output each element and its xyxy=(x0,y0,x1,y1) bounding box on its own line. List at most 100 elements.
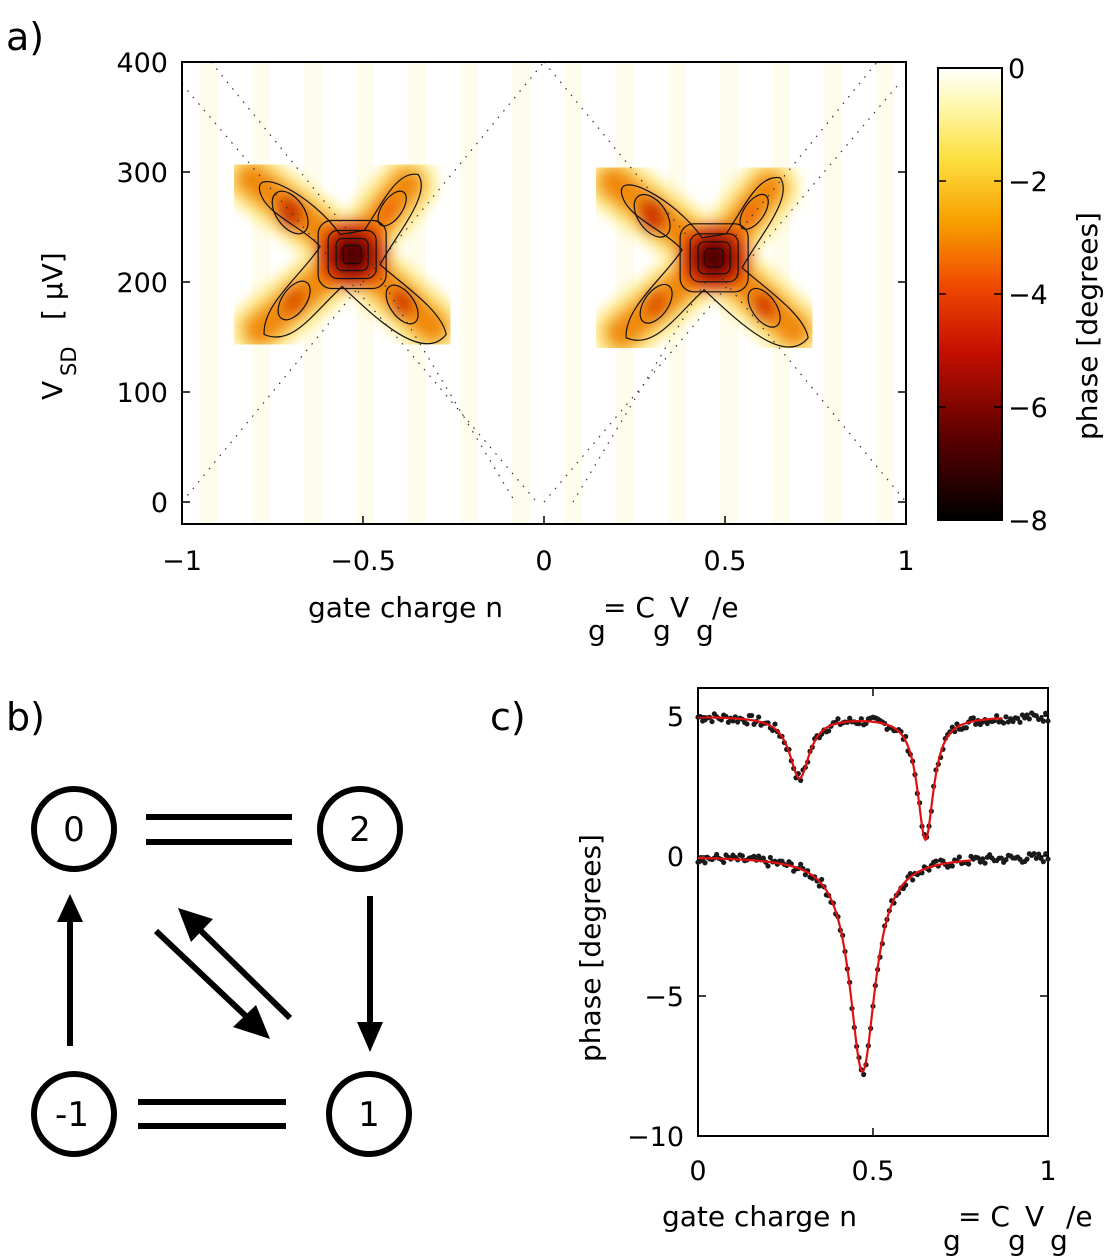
cb-tick-label: −6 xyxy=(1008,393,1048,424)
c-data-point xyxy=(975,855,981,861)
x-contour-arm xyxy=(277,280,311,321)
x-contour-arm xyxy=(377,190,407,227)
heatmap-stripe xyxy=(460,62,478,524)
cb-tick-label: −2 xyxy=(1008,167,1048,198)
a-ytick-label: 400 xyxy=(116,48,168,79)
c-data-point xyxy=(998,855,1004,861)
panel-c-frame xyxy=(697,687,1049,1137)
c-fit-line xyxy=(697,716,1003,842)
c-data-point xyxy=(802,872,808,878)
c-data-point xyxy=(1010,718,1016,725)
c-data-point xyxy=(744,721,750,727)
node-2-label: 2 xyxy=(349,810,371,850)
x-contour-core xyxy=(679,223,749,293)
panel-a-xlabel-sub3: g xyxy=(696,614,714,647)
c-data-point xyxy=(798,861,804,867)
x-contour-arm xyxy=(385,284,419,325)
arrowhead-diag-down-icon xyxy=(233,1005,270,1039)
c-data-point xyxy=(982,860,988,866)
panel-b-label: b) xyxy=(6,695,45,739)
node-minus1 xyxy=(31,1071,117,1157)
panel-a-xlabel-sub2: g xyxy=(653,614,671,647)
panel-c-xlabel-main: gate charge n xyxy=(662,1200,857,1233)
x-core-inner xyxy=(700,243,729,272)
panel-c-xlabel-sub1: g xyxy=(943,1224,961,1257)
c-data-point xyxy=(1043,710,1049,716)
a-ytick-label: 0 xyxy=(151,488,168,519)
arrowhead-up-icon xyxy=(57,894,83,922)
c-data-point xyxy=(721,859,727,866)
x-contour-arm xyxy=(747,287,781,328)
x-hotspot xyxy=(644,288,669,320)
heatmap-area xyxy=(182,62,906,524)
c-data-point xyxy=(910,877,916,883)
c-data-point xyxy=(816,883,822,889)
c-data-point xyxy=(735,719,741,725)
c-data-point xyxy=(956,854,962,860)
x-hotspot xyxy=(390,286,415,319)
arrowhead-diag-up-icon xyxy=(178,908,213,942)
heatmap-stripe xyxy=(876,62,894,524)
x-contour-arm xyxy=(633,193,671,238)
x-hotspot xyxy=(282,284,307,317)
panel-c-xlabel-v: V xyxy=(1025,1200,1044,1233)
c-data-point xyxy=(861,1071,867,1078)
c-data-point xyxy=(756,853,762,859)
c-data-point xyxy=(1036,851,1042,857)
x-contour-core xyxy=(342,244,362,265)
x-contour-arm xyxy=(739,193,769,230)
c-xtick-label: 1 xyxy=(1039,1156,1056,1187)
a-ytick-label: 300 xyxy=(116,158,168,189)
c-series-points xyxy=(695,710,1051,840)
colorbar-ticks: 0 −2 −4 −6 −8 xyxy=(938,54,1048,537)
heatmap-stripe xyxy=(512,62,530,524)
x-hotspot xyxy=(638,197,667,234)
panel-c-xlabel-eq: = C xyxy=(958,1200,1010,1233)
heatmap-contours xyxy=(258,173,809,348)
c-data-point xyxy=(1024,712,1030,718)
heatmap-stripe xyxy=(824,62,842,524)
c-data-point xyxy=(949,863,955,869)
x-contour-core xyxy=(704,248,724,268)
c-fit-line xyxy=(697,856,972,1073)
panel-a-xlabel-v: V xyxy=(670,591,689,624)
panel-c-ylabel: phase [degrees] xyxy=(574,834,607,1062)
c-data-point xyxy=(765,863,771,869)
c-data-point xyxy=(1033,855,1039,861)
x-contour-core xyxy=(335,237,369,272)
c-data-point xyxy=(756,714,762,720)
c-data-point xyxy=(751,853,757,859)
x-contour-arm xyxy=(639,283,673,324)
panel-a-y-ticks: 0 100 200 300 400 xyxy=(116,48,906,519)
panel-a-xlabel-main: gate charge n xyxy=(308,591,503,624)
arrowheads xyxy=(57,894,383,1052)
c-data-point xyxy=(760,855,766,861)
c-ytick-label: −5 xyxy=(644,982,684,1013)
colorbar-label: phase [degrees] xyxy=(1071,212,1104,440)
cb-tick-label: −8 xyxy=(1008,506,1048,537)
c-data-point xyxy=(1001,720,1007,726)
x-core-inner xyxy=(338,240,367,269)
heatmap-stripe xyxy=(200,62,218,524)
c-data-point xyxy=(966,861,972,867)
c-series-points xyxy=(695,851,1051,1078)
c-ytick-label: 0 xyxy=(667,842,684,873)
c-data-point xyxy=(1043,851,1049,857)
c-data-point xyxy=(1026,716,1032,722)
c-data-point xyxy=(994,713,1000,719)
colorbar xyxy=(937,67,1003,521)
c-data-point xyxy=(980,856,986,862)
x-contour-outer xyxy=(620,177,809,348)
c-xtick-label: 0 xyxy=(689,1156,706,1187)
panel-a-xlabel-eq: = C xyxy=(603,591,655,624)
panel-c-plot xyxy=(695,710,1051,1078)
x-contour-core xyxy=(689,233,739,283)
c-data-point xyxy=(702,860,708,866)
arrowhead-down-icon xyxy=(357,1022,383,1052)
a-xtick-label: 1 xyxy=(897,546,914,577)
c-ytick-label: −10 xyxy=(627,1122,684,1153)
c-data-point xyxy=(709,718,715,725)
c-data-point xyxy=(1003,714,1009,720)
node-minus1-label: -1 xyxy=(55,1095,89,1135)
a-xtick-label: −1 xyxy=(162,546,202,577)
